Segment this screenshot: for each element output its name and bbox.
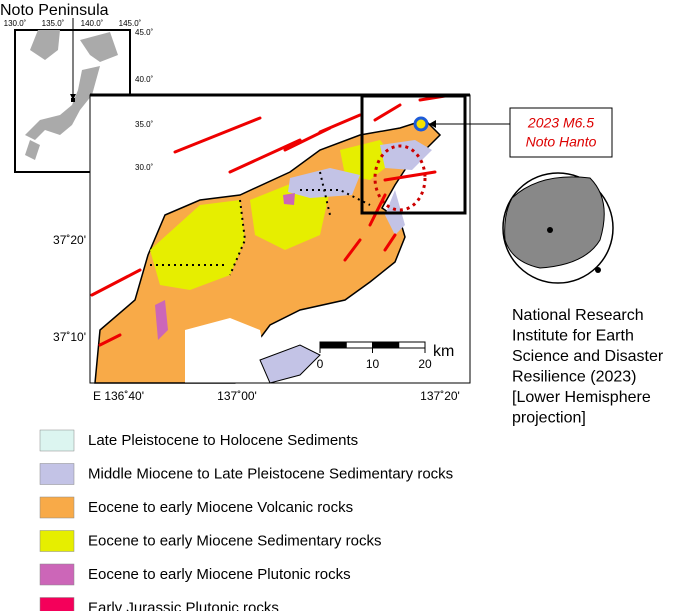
inset-lon-label: 130.0˚ bbox=[4, 19, 27, 28]
source-line: Institute for Earth bbox=[512, 328, 634, 345]
lat-label: 37˚20' bbox=[53, 233, 86, 247]
scale-label: 20 bbox=[418, 357, 432, 371]
source-line: National Research bbox=[512, 307, 644, 324]
nanao-bay bbox=[185, 318, 270, 383]
legend-label: Late Pleistocene to Holocene Sediments bbox=[88, 432, 358, 449]
inset-land bbox=[25, 30, 118, 160]
lon-label: 137˚20' bbox=[420, 389, 460, 403]
lon-label: 137˚00' bbox=[217, 389, 257, 403]
inset-lat-label: 30.0˚ bbox=[135, 163, 154, 172]
event-label: 2023 M6.5 bbox=[527, 115, 594, 131]
legend-swatch bbox=[39, 496, 75, 519]
focus-box bbox=[360, 94, 467, 215]
scale-unit: km bbox=[433, 343, 454, 360]
inset-arrow-head bbox=[70, 94, 76, 100]
legend-swatch bbox=[39, 563, 75, 586]
epicenter-arrow-head bbox=[429, 120, 436, 128]
rupture-zone bbox=[373, 144, 427, 212]
legend-label: Middle Miocene to Late Pleistocene Sedim… bbox=[88, 465, 453, 482]
scale-segment bbox=[398, 341, 426, 349]
legend-swatch bbox=[39, 597, 75, 611]
source-line: [Lower Hemisphere bbox=[512, 389, 651, 406]
inset-title: Noto Peninsula bbox=[0, 2, 109, 19]
scale-label: 0 bbox=[317, 357, 324, 371]
admin-boundary bbox=[150, 171, 371, 276]
lon-label: E 136˚40' bbox=[93, 389, 144, 403]
map-marine-patch bbox=[288, 140, 432, 235]
scale-segment bbox=[372, 341, 400, 349]
notojima bbox=[259, 344, 321, 384]
inset-lon-label: 135.0˚ bbox=[42, 19, 65, 28]
scale-segment bbox=[345, 341, 373, 349]
event-label: Noto Hanto bbox=[526, 134, 597, 150]
legend-swatch bbox=[39, 429, 75, 452]
inset-lat-label: 45.0˚ bbox=[135, 28, 154, 37]
legend-label: Eocene to early Miocene Plutonic rocks bbox=[88, 566, 351, 583]
active-fault bbox=[90, 94, 447, 347]
source-line: Science and Disaster bbox=[512, 348, 664, 365]
source-line: Resilience (2023) bbox=[512, 369, 637, 386]
t-axis bbox=[595, 267, 601, 273]
scale-label: 10 bbox=[366, 357, 380, 371]
inset-lat-label: 35.0˚ bbox=[135, 120, 154, 129]
legend-label: Early Jurassic Plutonic rocks bbox=[88, 599, 279, 611]
map-sedimentary-patch bbox=[150, 140, 395, 290]
inset-marker bbox=[71, 98, 75, 102]
source-line: projection] bbox=[512, 410, 586, 427]
inset-lon-label: 140.0˚ bbox=[81, 19, 104, 28]
inset-lat-label: 40.0˚ bbox=[135, 75, 154, 84]
legend-label: Eocene to early Miocene Sedimentary rock… bbox=[88, 532, 381, 549]
inset-lon-label: 145.0˚ bbox=[119, 19, 142, 28]
legend-label: Eocene to early Miocene Volcanic rocks bbox=[88, 499, 353, 516]
legend-swatch bbox=[39, 530, 75, 552]
epicenter bbox=[413, 116, 429, 132]
lat-label: 37˚10' bbox=[53, 330, 86, 344]
event-box bbox=[509, 107, 613, 158]
legend-swatch bbox=[39, 463, 75, 485]
scale-segment bbox=[319, 341, 347, 349]
p-axis bbox=[547, 227, 553, 233]
beachball-compression bbox=[504, 176, 605, 269]
